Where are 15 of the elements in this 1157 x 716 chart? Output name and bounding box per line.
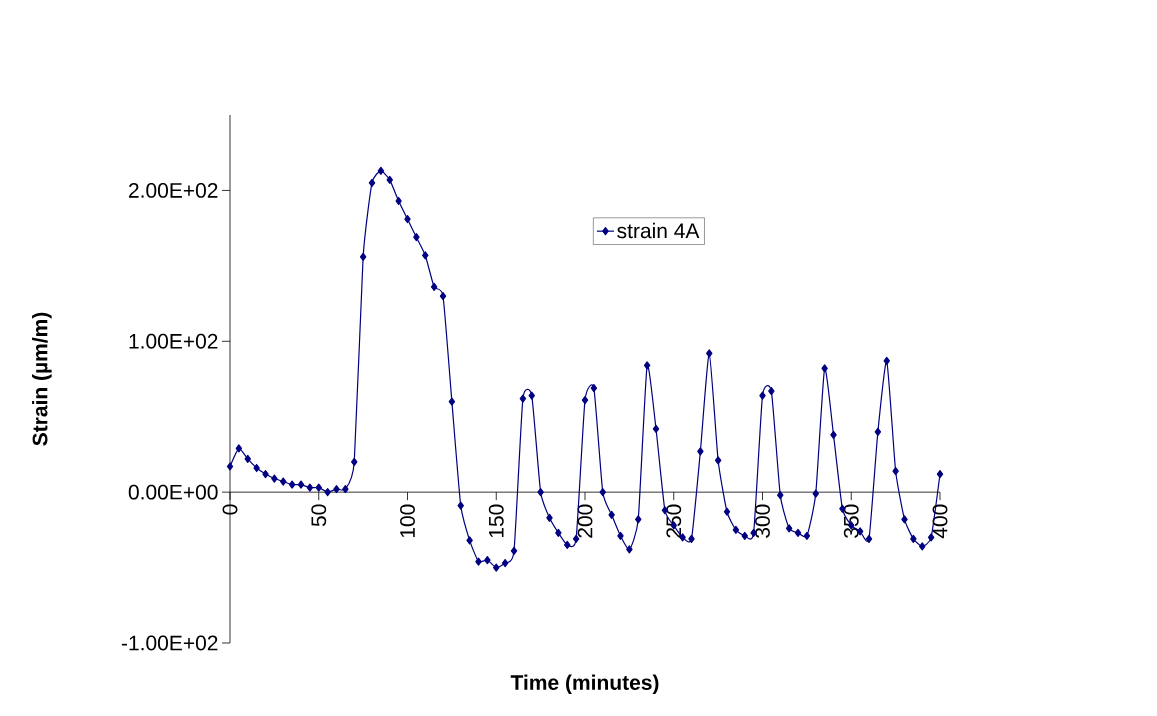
x-tick-label: 250 bbox=[666, 504, 682, 538]
x-tick-label: 200 bbox=[577, 504, 593, 538]
x-tick-label: 400 bbox=[932, 504, 948, 539]
x-axis-title: Time (minutes) bbox=[510, 674, 659, 695]
y-tick-label: 0.00E+00 bbox=[128, 484, 218, 500]
x-tick-label: 100 bbox=[400, 504, 415, 538]
x-tick-label: 0 bbox=[222, 504, 238, 515]
y-tick-label: -1.00E+02 bbox=[121, 635, 218, 651]
y-axis-title: Strain (µm/m) bbox=[32, 312, 52, 446]
legend-label: strain 4A bbox=[617, 222, 700, 239]
x-tick-label: 300 bbox=[755, 504, 770, 538]
y-tick-label: 1.00E+02 bbox=[129, 333, 218, 349]
x-tick-label: 150 bbox=[488, 504, 504, 538]
x-tick-label: 50 bbox=[311, 504, 327, 527]
y-tick-label: 2.00E+02 bbox=[129, 183, 218, 198]
